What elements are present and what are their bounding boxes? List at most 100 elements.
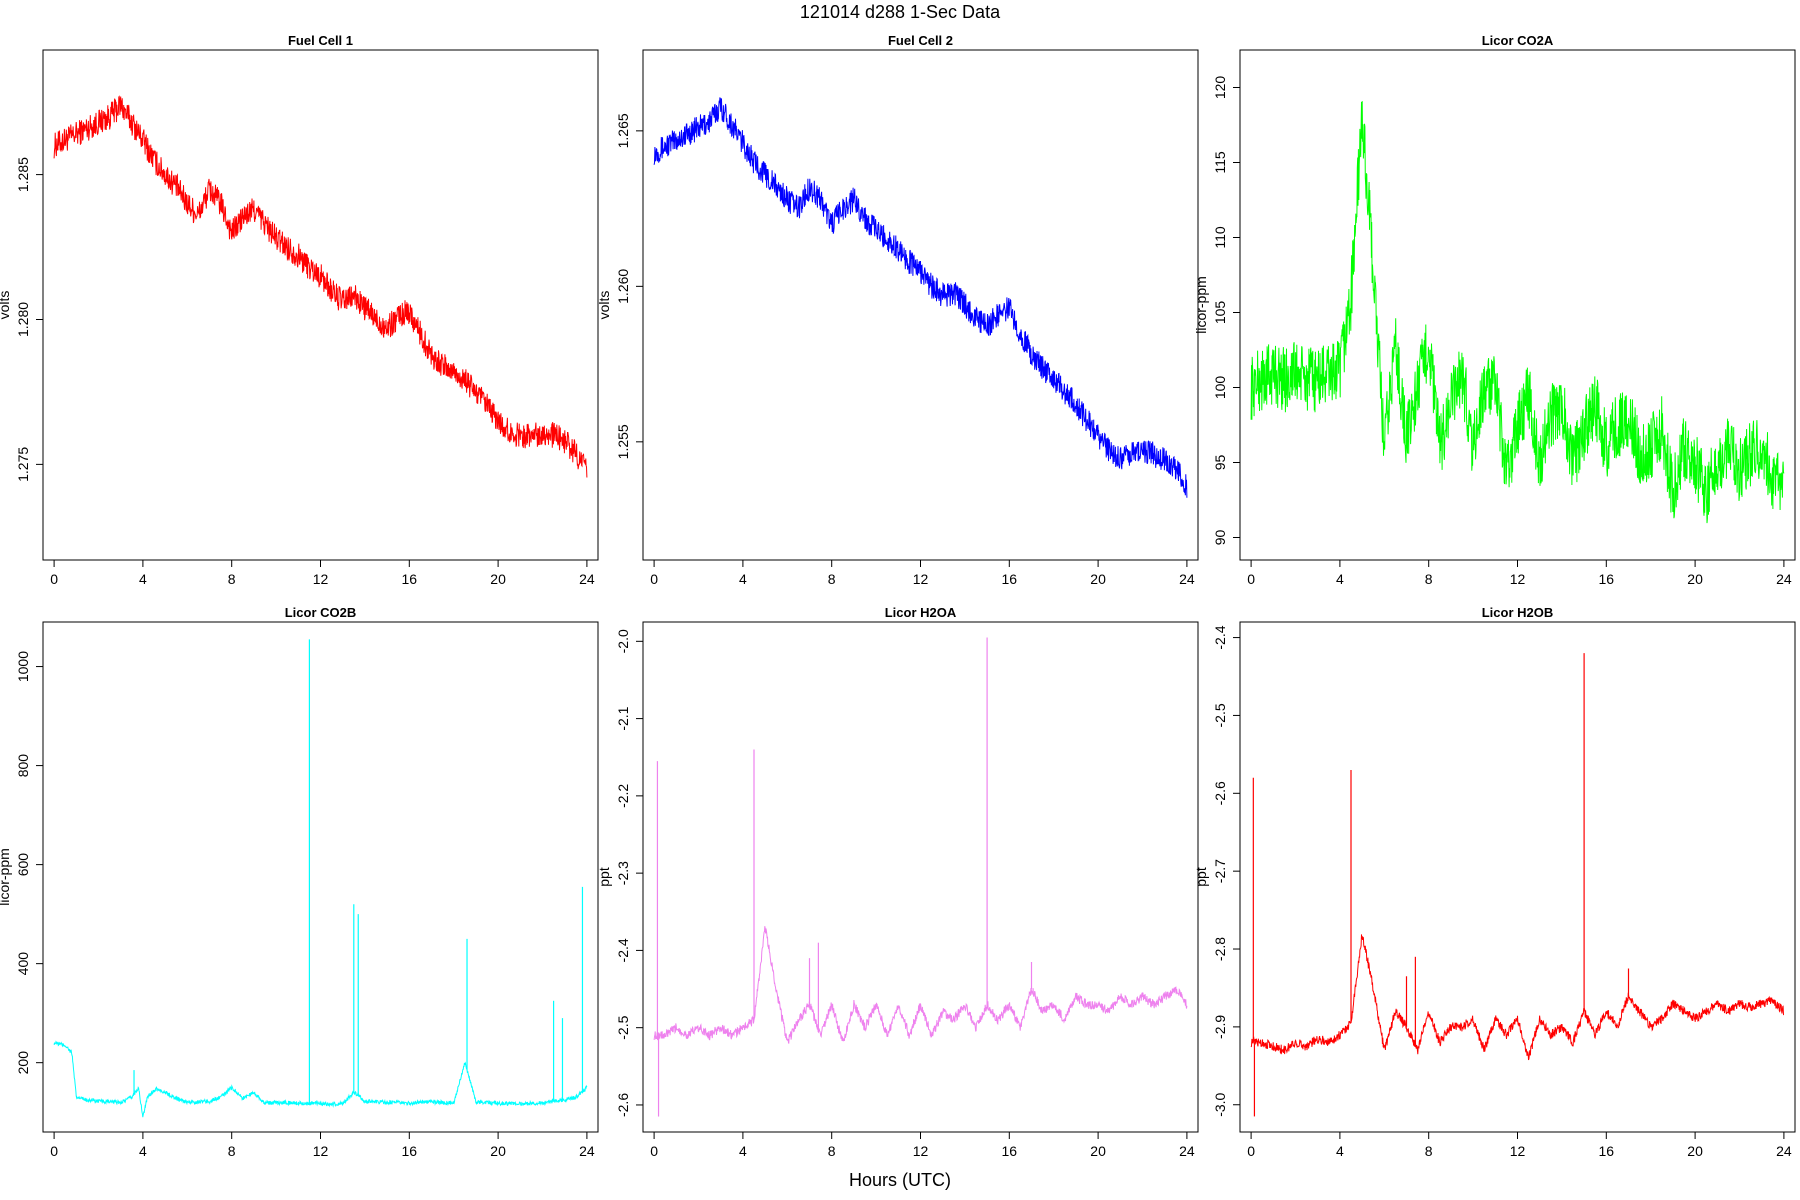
x-tick-label: 0 <box>1247 1143 1255 1159</box>
chart-panel-5: Licor H2OA ppt 0 4 8 12 16 20 24 -2.6 -2.5 -2.4 -2.3… <box>596 605 1199 1159</box>
x-tick-label: 4 <box>139 571 147 587</box>
x-tick-label: 12 <box>313 571 329 587</box>
y-tick-label: 1.285 <box>15 157 31 192</box>
y-tick-label: 1.280 <box>15 302 31 337</box>
x-tick-label: 4 <box>739 1143 747 1159</box>
y-tick-label: -2.5 <box>615 1015 631 1039</box>
x-tick-label: 20 <box>1090 1143 1106 1159</box>
x-tick-label: 12 <box>913 1143 929 1159</box>
series-line <box>53 95 588 478</box>
y-axis-label: volts <box>0 291 12 320</box>
plot-frame <box>1239 621 1796 1133</box>
x-tick-label: 24 <box>1776 571 1792 587</box>
y-axis-label: licor-ppm <box>0 848 12 906</box>
y-tick-label: 120 <box>1212 76 1228 100</box>
x-tick-label: 16 <box>402 571 418 587</box>
chart-panel-4: Licor CO2B licor-ppm 0 4 8 12 16 20 24 200 400 600 8… <box>0 605 599 1159</box>
y-tick-label: 1.265 <box>615 113 631 148</box>
x-tick-label: 8 <box>828 571 836 587</box>
plot-frame <box>42 49 599 561</box>
y-tick-label: -2.6 <box>615 1093 631 1117</box>
y-tick-label: 1.255 <box>615 424 631 459</box>
y-tick-label: -2.1 <box>615 706 631 730</box>
plot-frame <box>642 621 1199 1133</box>
x-tick-label: 8 <box>1425 1143 1433 1159</box>
series-line <box>1250 934 1784 1061</box>
y-tick-label: -2.6 <box>1212 781 1228 805</box>
chart-panel-1: Fuel Cell 1 volts 0 4 8 12 16 20 24 1.275 1.280 1.2… <box>0 33 599 587</box>
y-tick-label: -2.7 <box>1212 859 1228 883</box>
y-tick-label: -2.3 <box>615 861 631 885</box>
y-tick-label: -3.0 <box>1212 1092 1228 1116</box>
series-line <box>653 926 1188 1044</box>
x-tick-label: 12 <box>1510 571 1526 587</box>
x-tick-label: 4 <box>1336 571 1344 587</box>
x-tick-label: 20 <box>1687 1143 1703 1159</box>
y-tick-label: 115 <box>1212 151 1228 174</box>
x-tick-label: 4 <box>139 1143 147 1159</box>
plot-frame <box>642 49 1199 561</box>
x-tick-label: 20 <box>490 1143 506 1159</box>
figure-title: 121014 d288 1-Sec Data <box>799 2 1001 22</box>
x-tick-label: 24 <box>1179 1143 1195 1159</box>
chart-title: Licor H2OA <box>885 605 957 620</box>
chart-panel-6: Licor H2OB ppt 0 4 8 12 16 20 24 -3.0 -2.9 -2.8 -2.7… <box>1193 605 1796 1159</box>
chart-title: Licor CO2A <box>1482 33 1554 48</box>
y-tick-label: 100 <box>1212 376 1228 400</box>
y-tick-label: 95 <box>1212 455 1228 471</box>
x-tick-label: 8 <box>228 1143 236 1159</box>
x-tick-label: 12 <box>913 571 929 587</box>
series-line <box>53 1040 588 1118</box>
y-tick-label: -2.4 <box>615 938 631 962</box>
chart-title: Licor CO2B <box>285 605 357 620</box>
x-tick-label: 24 <box>1179 571 1195 587</box>
x-tick-label: 24 <box>579 571 595 587</box>
y-axis-label: ppt <box>1193 867 1209 887</box>
y-tick-label: 1.260 <box>615 269 631 304</box>
x-tick-label: 24 <box>1776 1143 1792 1159</box>
x-tick-label: 0 <box>1247 571 1255 587</box>
x-tick-label: 12 <box>1510 1143 1526 1159</box>
x-tick-label: 0 <box>650 1143 658 1159</box>
x-tick-label: 16 <box>402 1143 418 1159</box>
series-line <box>1250 101 1785 524</box>
y-tick-label: 400 <box>15 952 31 976</box>
y-tick-label: 105 <box>1212 301 1228 325</box>
chart-title: Fuel Cell 1 <box>288 33 353 48</box>
y-tick-label: 200 <box>15 1051 31 1075</box>
x-tick-label: 20 <box>1687 571 1703 587</box>
x-axis-title: Hours (UTC) <box>849 1170 951 1190</box>
x-tick-label: 4 <box>739 571 747 587</box>
chart-title: Licor H2OB <box>1482 605 1554 620</box>
x-tick-label: 4 <box>1336 1143 1344 1159</box>
x-tick-label: 16 <box>1599 1143 1615 1159</box>
x-tick-label: 16 <box>1599 571 1615 587</box>
y-tick-label: 110 <box>1212 226 1228 249</box>
y-tick-label: 800 <box>15 754 31 778</box>
x-tick-label: 12 <box>313 1143 329 1159</box>
x-tick-label: 16 <box>1002 1143 1018 1159</box>
y-tick-label: -2.5 <box>1212 703 1228 727</box>
y-tick-label: 90 <box>1212 530 1228 546</box>
y-tick-label: 600 <box>15 853 31 877</box>
plot-frame <box>42 621 599 1133</box>
x-tick-label: 8 <box>228 571 236 587</box>
x-tick-label: 20 <box>490 571 506 587</box>
x-tick-label: 16 <box>1002 571 1018 587</box>
y-tick-label: 1.275 <box>15 447 31 482</box>
y-tick-label: 1000 <box>15 651 31 682</box>
y-tick-label: -2.0 <box>615 629 631 653</box>
x-tick-label: 24 <box>579 1143 595 1159</box>
y-tick-label: -2.4 <box>1212 625 1228 649</box>
y-tick-label: -2.9 <box>1212 1015 1228 1039</box>
y-tick-label: -2.8 <box>1212 937 1228 961</box>
x-tick-label: 0 <box>50 571 58 587</box>
x-tick-label: 0 <box>650 571 658 587</box>
series-line <box>653 97 1188 498</box>
chart-panel-2: Fuel Cell 2 volts 0 4 8 12 16 20 24 1.255 1.260 1.2… <box>596 33 1199 587</box>
y-axis-label: ppt <box>596 867 612 887</box>
x-tick-label: 0 <box>50 1143 58 1159</box>
chart-panel-3: Licor CO2A licor-ppm 0 4 8 12 16 20 24 90 95 100 105… <box>1193 33 1796 587</box>
